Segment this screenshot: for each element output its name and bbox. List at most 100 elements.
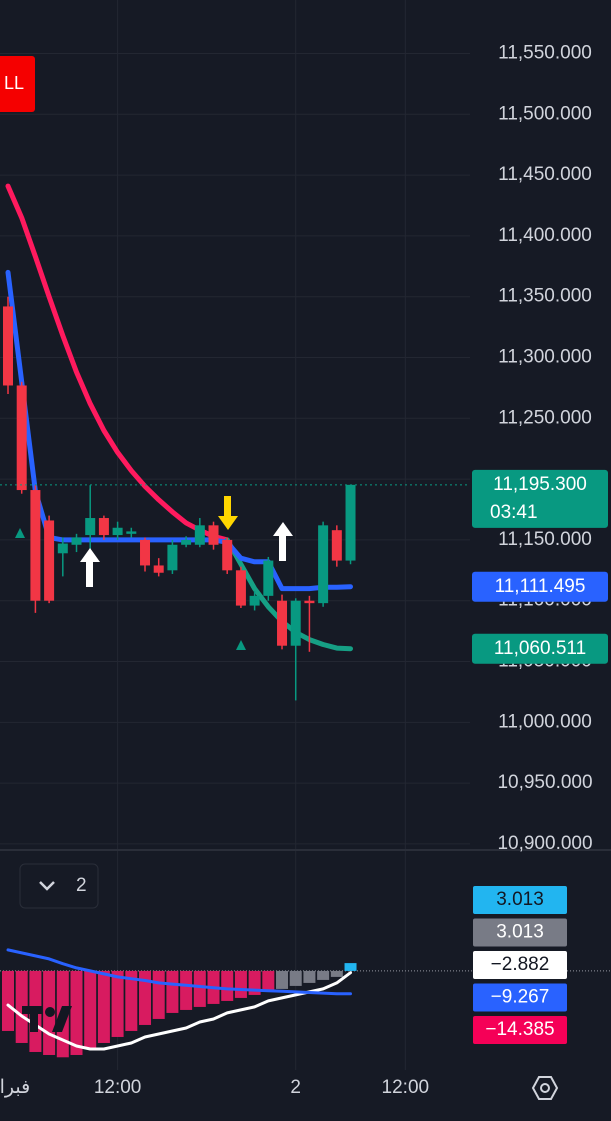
- candle-body: [345, 484, 356, 561]
- histogram-bar: [344, 963, 357, 971]
- y-tick-label: 11,500.000: [498, 103, 592, 124]
- price-tag-label: 11,060.511: [494, 638, 586, 659]
- triangle-marker: [236, 640, 246, 650]
- y-tick-label: 11,300.000: [498, 347, 592, 368]
- plot: [0, 183, 611, 1058]
- y-tick-label: 11,250.000: [498, 407, 592, 428]
- candle-body: [57, 543, 68, 554]
- candle-body: [30, 490, 41, 601]
- indicator-line: [6, 948, 352, 996]
- value-tag-label: 3.013: [496, 889, 544, 910]
- candle-body: [3, 306, 14, 386]
- indicator-line: [224, 537, 353, 652]
- price-tag-label: 11,195.300: [493, 474, 587, 495]
- value-tag: [473, 886, 567, 914]
- histogram-bar: [152, 970, 165, 1019]
- histogram-bar: [303, 970, 316, 983]
- histogram-bar: [84, 970, 97, 1049]
- histogram-bar: [15, 970, 28, 1043]
- y-tick-label: 11,400.000: [498, 225, 592, 246]
- histogram-bar: [2, 970, 15, 1031]
- y-tick-label: 10,900.000: [497, 833, 592, 854]
- x-tick-label: فبرا: [0, 1077, 30, 1098]
- candle-body: [126, 531, 137, 534]
- sell-arrow: [218, 496, 238, 530]
- histogram-bar: [221, 970, 234, 1001]
- candle-body: [167, 544, 178, 571]
- candle-body: [181, 539, 192, 545]
- candle-body: [318, 525, 329, 604]
- y-tick-label: 10,950.000: [497, 772, 592, 793]
- price-tag: [472, 633, 608, 664]
- histogram-bar: [276, 970, 289, 989]
- candle-body: [304, 600, 315, 604]
- y-tick-label: 11,450.000: [498, 164, 592, 185]
- x-tick-label: 2: [290, 1077, 301, 1098]
- histogram-bar: [97, 970, 110, 1043]
- y-tick-label: 11,350.000: [498, 286, 592, 307]
- candle-body: [71, 537, 82, 545]
- histogram-bar: [262, 970, 275, 992]
- price-tag: [472, 571, 608, 602]
- settings-icon[interactable]: [531, 1076, 559, 1100]
- value-tag-label: −9.267: [491, 987, 550, 1008]
- candle-body: [235, 570, 246, 606]
- x-tick-label: 12:00: [94, 1077, 142, 1098]
- histogram-bar: [166, 970, 179, 1013]
- candle-body: [112, 527, 123, 536]
- candle-body: [263, 560, 274, 596]
- histogram-bar: [317, 970, 330, 980]
- price-tag: [472, 469, 608, 528]
- indicator-line: [6, 971, 352, 1051]
- candle-body: [85, 518, 96, 536]
- value-tag: [473, 951, 567, 979]
- buy-arrow: [273, 522, 293, 561]
- candle-body: [44, 520, 55, 601]
- value-tag: [473, 1016, 567, 1044]
- triangle-marker: [15, 528, 25, 538]
- histogram-bar: [330, 970, 343, 977]
- indicator-line: [5, 269, 353, 592]
- value-tag-label: −14.385: [485, 1019, 554, 1040]
- histogram-bar: [70, 970, 83, 1055]
- value-tag: [473, 918, 567, 947]
- histogram-bar: [125, 970, 138, 1031]
- candle-body: [277, 600, 288, 646]
- labels: 11,550.000 11,500.000 11,450.000 11,400.000…: [0, 43, 608, 1098]
- candle-body: [194, 525, 205, 545]
- y-tick-label: 11,000.000: [498, 711, 592, 732]
- histogram-bar: [289, 970, 302, 986]
- price-tag-label: 11,111.495: [495, 576, 586, 597]
- candle-body: [249, 595, 260, 606]
- y-tick-label: 11,150.000: [498, 529, 592, 550]
- value-tag-label: 3.013: [496, 922, 544, 943]
- candle-body: [153, 565, 164, 573]
- candle-body: [16, 385, 27, 491]
- candle-body: [208, 525, 219, 545]
- histogram-bar: [139, 970, 152, 1025]
- collapse-button[interactable]: [19, 863, 99, 909]
- value-tag: [473, 983, 567, 1012]
- histogram-bar: [111, 970, 124, 1037]
- chevron-icon: [39, 881, 55, 891]
- candle-body: [331, 530, 342, 561]
- signal-badge: [0, 56, 35, 112]
- histogram-bar: [180, 970, 193, 1010]
- indicator-count: 2: [76, 875, 87, 896]
- histogram-bar: [193, 970, 206, 1007]
- countdown: 03:41: [490, 502, 538, 523]
- y-tick-label: 11,550.000: [498, 43, 592, 64]
- logo: [22, 1006, 72, 1032]
- candle-body: [140, 539, 151, 566]
- x-tick-label: 12:00: [382, 1077, 430, 1098]
- candle-body: [98, 518, 109, 536]
- value-tag-label: −2.882: [491, 954, 550, 975]
- candle-body: [222, 539, 233, 571]
- buy-arrow: [80, 548, 100, 587]
- signal-badge-text: LL: [4, 73, 24, 93]
- indicator-line: [5, 183, 230, 543]
- candle-body: [290, 600, 301, 646]
- histogram-bar: [234, 970, 247, 998]
